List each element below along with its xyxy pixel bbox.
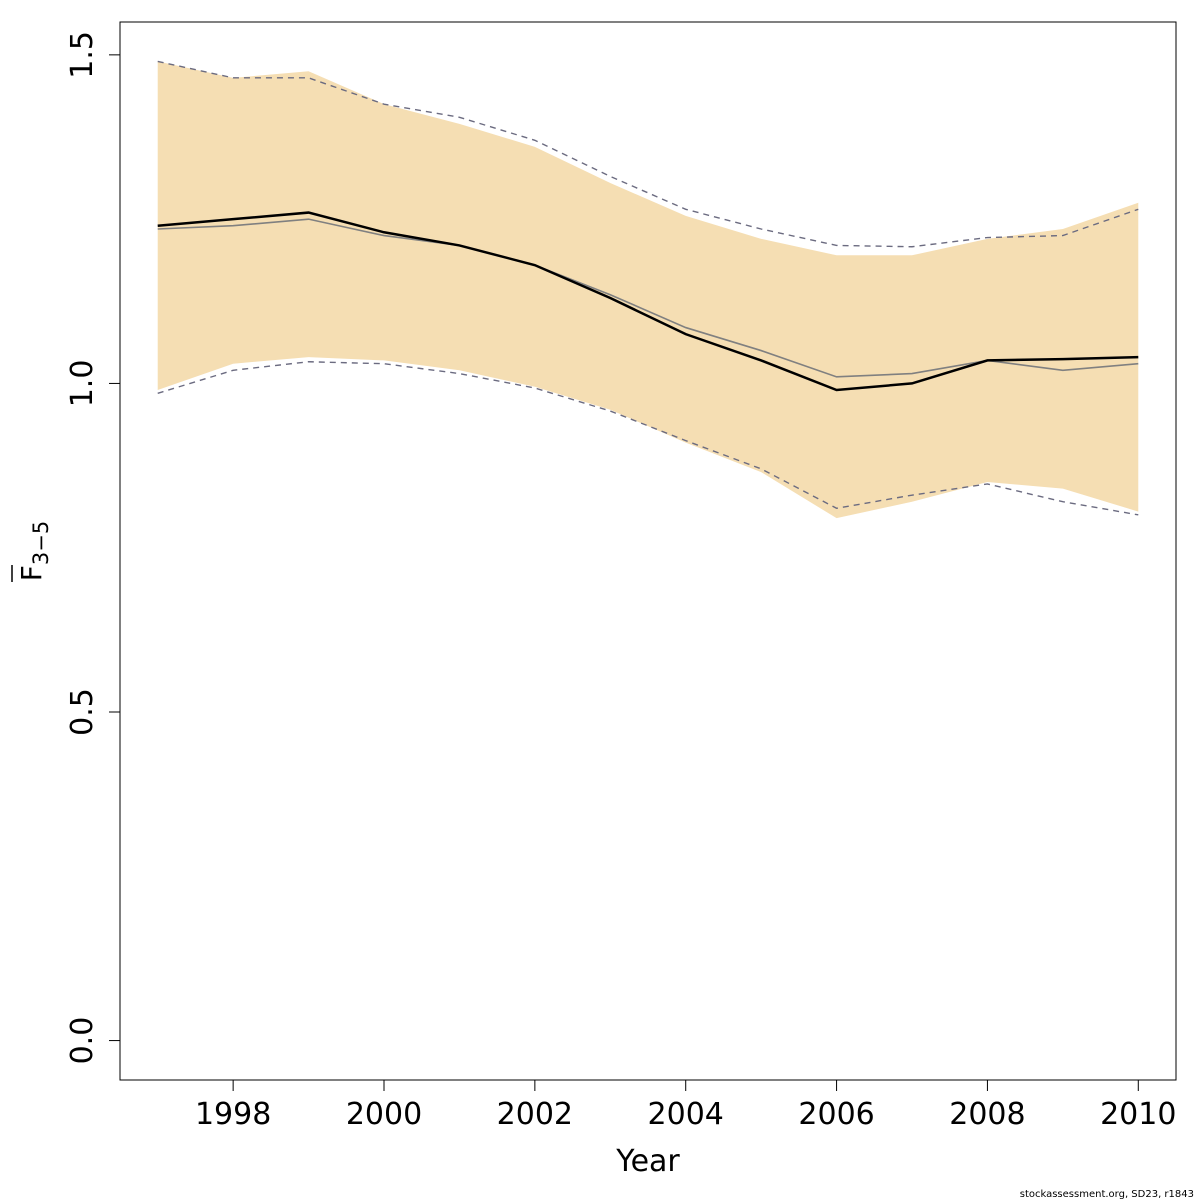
x-tick-label: 2000 [346,1097,422,1132]
y-tick-label: 1.5 [65,31,100,79]
y-axis-label-subscript: 3−5 [29,521,53,565]
confidence-band-layer [157,61,1139,519]
x-tick-label: 1998 [195,1097,271,1132]
series-line-4 [157,361,1139,516]
series-layer [157,60,1139,516]
series-line-1 [157,211,1139,392]
x-tick-label: 2004 [648,1097,724,1132]
series-line-3 [157,60,1139,248]
plot-frame [119,21,1177,1081]
confidence-band [157,61,1139,519]
x-tick-label: 2010 [1100,1097,1176,1132]
y-axis-label: F3−5 [11,521,53,582]
series-line-2 [157,218,1139,378]
footer-credit: stockassessment.org, SD23, r1843 [1019,1189,1194,1200]
y-tick-label: 0.5 [65,688,100,736]
x-tick-label: 2006 [798,1097,874,1132]
x-tick-label: 2002 [497,1097,573,1132]
svg-text:F3−5: F3−5 [15,521,53,581]
x-tick-label: 2008 [949,1097,1025,1132]
x-axis: 1998 2000 2002 2004 2006 2008 2010 [195,1080,1176,1132]
y-axis-label-main: F [15,565,48,581]
y-tick-label: 1.0 [65,360,100,408]
x-axis-label: Year [615,1144,680,1179]
y-tick-label: 0.0 [65,1017,100,1065]
y-axis: 0.0 0.5 1.0 1.5 [65,31,120,1064]
